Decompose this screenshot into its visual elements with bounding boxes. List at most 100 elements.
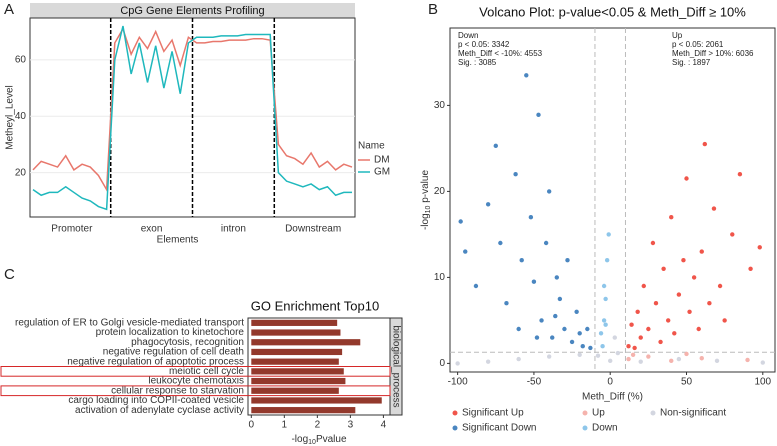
y-tick-label: 0 (439, 358, 445, 369)
point (626, 344, 631, 349)
annotation: Meth_Diff < -10%: 4553 (458, 49, 543, 58)
label-part: p-value (420, 170, 431, 206)
point (598, 331, 604, 336)
point (658, 339, 663, 345)
chart-title: Volcano Plot: p-value<0.05 & Meth_Diff ≥… (479, 4, 746, 19)
point (608, 358, 613, 364)
annotation: Meth_Diff > 10%: 6036 (672, 49, 754, 58)
title-strip (30, 3, 355, 18)
panel-label: B (428, 1, 438, 18)
point (534, 335, 540, 340)
point (699, 356, 704, 361)
legend-swatch (582, 425, 588, 431)
annotation: Up (672, 31, 683, 40)
point (748, 266, 753, 271)
x-tick-label: 1 (282, 420, 288, 431)
chart-title: GO Enrichment Top10 (251, 298, 379, 313)
highlight-box (0, 366, 391, 377)
label-part: -log (291, 434, 308, 445)
point (717, 283, 723, 289)
bar (251, 377, 346, 385)
point (707, 301, 712, 306)
point (632, 345, 637, 351)
legend-label: Down (592, 423, 618, 434)
point (577, 352, 582, 357)
point (601, 283, 607, 289)
point (711, 206, 717, 211)
point (714, 358, 720, 364)
point (536, 112, 541, 118)
legend-label: DM (374, 155, 390, 166)
point (604, 258, 610, 263)
point (676, 292, 682, 297)
legend-label: Up (592, 408, 605, 419)
point (485, 202, 491, 207)
point (569, 339, 575, 345)
point (672, 331, 677, 336)
point (463, 249, 468, 254)
point (504, 301, 509, 306)
legend-label: GM (374, 167, 390, 178)
point (722, 318, 727, 323)
point (603, 322, 608, 327)
y-tick-label: phagocytosis, recognition (131, 337, 244, 348)
x-axis-label: Meth_Diff (%) (582, 392, 643, 403)
point (524, 73, 529, 78)
annotation: Sig. : 3085 (458, 58, 497, 67)
point (516, 356, 521, 362)
point (595, 353, 601, 358)
point (641, 283, 646, 289)
x-axis-label: -log10Pvalue (291, 434, 346, 446)
y-tick-label: regulation of ER to Golgi vesicle-mediat… (15, 317, 244, 328)
point (665, 318, 671, 323)
y-tick-label: protein localization to kinetochore (96, 327, 245, 338)
point (681, 258, 686, 263)
point (730, 232, 735, 237)
point (546, 354, 552, 359)
y-tick-label: 60 (15, 54, 27, 65)
panel-label: C (4, 266, 15, 283)
point (638, 335, 643, 340)
bar (251, 348, 343, 356)
point (539, 318, 544, 323)
label-sub: 10 (308, 439, 316, 446)
y-tick-label: cellular response to starvation (111, 385, 244, 396)
x-axis-label: Elements (157, 235, 199, 246)
point (603, 296, 608, 302)
point (498, 240, 503, 246)
point (669, 358, 674, 364)
point (513, 172, 518, 177)
highlight-box (0, 385, 391, 397)
point (528, 215, 534, 220)
point (691, 275, 697, 280)
x-tick-label: 3 (348, 420, 354, 431)
point (600, 344, 605, 349)
x-tick-label: 100 (754, 377, 771, 388)
bar (251, 329, 341, 336)
point (615, 350, 621, 356)
legend-swatch (582, 410, 588, 416)
annotation: p < 0.05: 2061 (672, 40, 724, 49)
point (606, 232, 611, 237)
y-tick-label: negative regulation of apoptotic process (67, 356, 244, 367)
legend-label: Significant Down (462, 423, 536, 434)
bar (251, 358, 339, 365)
region-label: Downstream (285, 224, 341, 235)
plot-bg (449, 27, 776, 373)
point (638, 359, 643, 364)
x-tick-label: 0 (249, 420, 255, 431)
point (531, 279, 537, 284)
bar (251, 339, 361, 346)
point (737, 172, 743, 177)
point (485, 359, 491, 364)
point (601, 318, 607, 323)
legend-swatch (452, 425, 458, 431)
region-label: Promoter (51, 224, 93, 235)
point (546, 189, 552, 194)
point (493, 143, 498, 149)
bar (251, 368, 344, 375)
x-tick-label: 2 (315, 420, 321, 431)
point (661, 266, 666, 271)
point (455, 361, 460, 366)
